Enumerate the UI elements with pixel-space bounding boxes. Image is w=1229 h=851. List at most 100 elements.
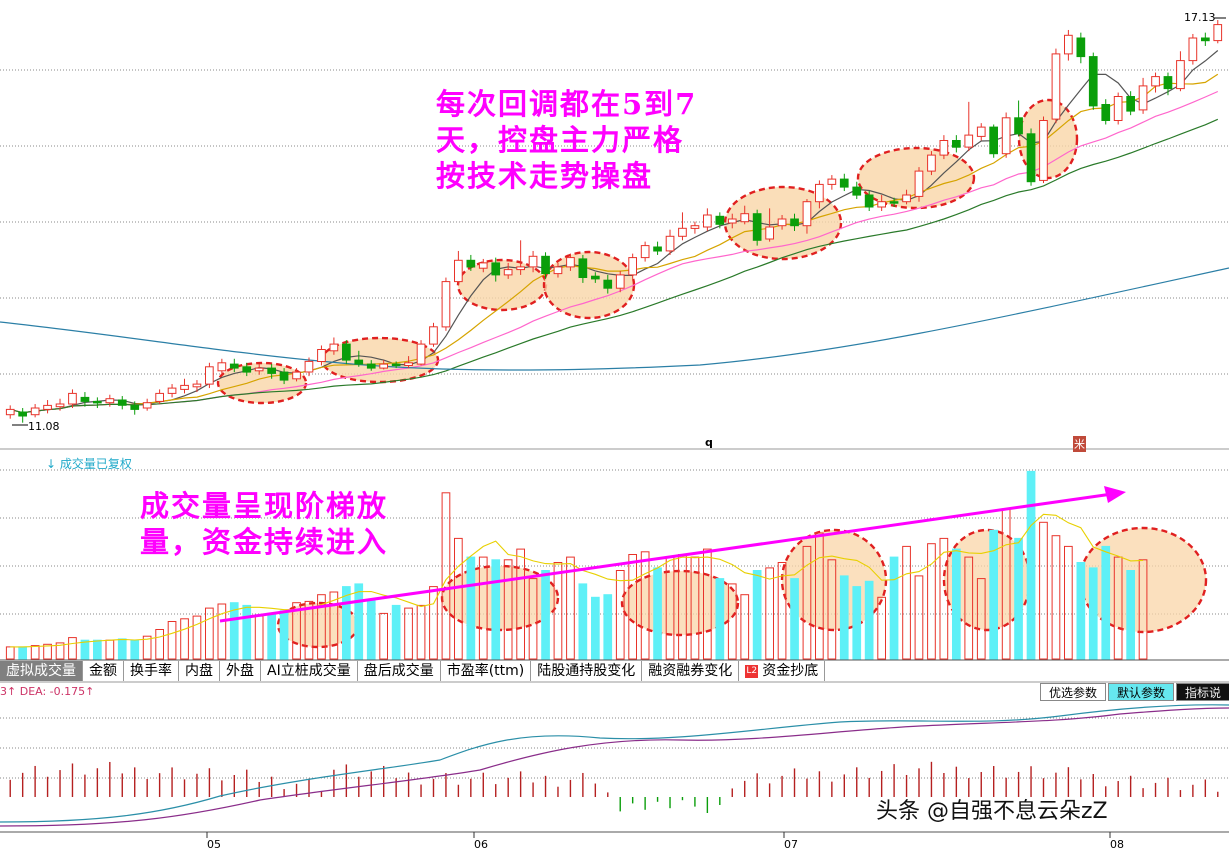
- candlestick: [503, 262, 513, 279]
- candlestick: [566, 253, 575, 271]
- volume-bar: [1051, 535, 1061, 660]
- indicator-help-button[interactable]: 指标说: [1176, 683, 1229, 701]
- tab-connect-holdings[interactable]: 陆股通持股变化: [531, 661, 643, 681]
- month-label: 05: [207, 838, 221, 851]
- tab-after-hours[interactable]: 盘后成交量: [357, 661, 441, 681]
- candle-body: [242, 366, 252, 373]
- candlestick: [491, 257, 501, 282]
- volume-bar: [1138, 559, 1148, 660]
- volume-ma-line: [10, 513, 1144, 648]
- volume-bar: [242, 604, 252, 660]
- volume-bar: [765, 567, 774, 660]
- candlestick: [55, 398, 65, 411]
- volume-bar: [491, 559, 501, 660]
- candlestick: [715, 212, 725, 229]
- volume-bar: [927, 543, 936, 660]
- candle-body: [678, 227, 687, 237]
- candlestick: [379, 360, 388, 370]
- candle-body: [1138, 85, 1148, 111]
- volume-bar: [790, 578, 799, 660]
- volume-bar: [989, 529, 998, 660]
- candle-body: [478, 262, 488, 269]
- candlestick: [1188, 33, 1198, 65]
- candle-body: [653, 246, 662, 252]
- candlestick: [267, 364, 276, 379]
- candle-body: [952, 140, 961, 148]
- candlestick: [591, 272, 600, 283]
- tab-inner[interactable]: 内盘: [179, 661, 220, 681]
- tab-pe-ratio[interactable]: 市盈率(ttm): [440, 661, 532, 681]
- candle-body: [1001, 117, 1011, 155]
- month-label: 08: [1110, 838, 1124, 851]
- candlestick: [117, 396, 127, 410]
- tab-margin[interactable]: 融资融券变化: [642, 661, 740, 681]
- default-params-button[interactable]: 默认参数: [1108, 683, 1175, 701]
- candlestick: [889, 197, 899, 208]
- volume-bar: [18, 646, 27, 660]
- l2-badge: L2: [745, 664, 759, 678]
- tab-amount[interactable]: 金额: [83, 661, 124, 681]
- price-note-line: 天，控盘主力严格: [436, 123, 685, 157]
- volume-bar: [591, 596, 600, 660]
- volume-bar: [279, 610, 289, 660]
- candlestick: [1163, 72, 1173, 96]
- candle-body: [703, 214, 712, 228]
- candlestick: [964, 101, 974, 152]
- candle-body: [254, 367, 264, 372]
- tab-outer[interactable]: 外盘: [220, 661, 261, 681]
- tab-bottom-fishing[interactable]: L2 资金抄底: [739, 661, 826, 681]
- tab-turnover[interactable]: 换手率: [124, 661, 179, 681]
- candle-body: [68, 392, 77, 405]
- volume-bar: [827, 559, 837, 660]
- candle-body: [304, 360, 314, 373]
- candle-body: [317, 349, 326, 362]
- candlestick: [653, 241, 662, 255]
- volume-bar: [877, 596, 886, 660]
- candle-body: [1051, 53, 1061, 120]
- candle-body: [777, 218, 787, 227]
- volume-bar: [478, 556, 488, 660]
- macd-label: 3↑ DEA: -0.175↑: [0, 685, 94, 698]
- candle-body: [142, 402, 152, 409]
- volume-bar: [628, 554, 637, 660]
- tab-ai-volume[interactable]: AI立桩成交量: [261, 661, 358, 681]
- candlestick: [1001, 112, 1011, 158]
- volume-bar: [703, 548, 712, 660]
- candlestick: [1113, 92, 1123, 125]
- candle-body: [553, 266, 563, 275]
- grid-lines: [0, 69, 1229, 833]
- candlestick: [864, 191, 874, 212]
- candle-body: [279, 371, 289, 381]
- candlestick: [678, 212, 687, 241]
- candle-body: [802, 201, 812, 227]
- candle-body: [1188, 37, 1198, 62]
- candle-body: [765, 226, 774, 240]
- volume-overlays: [10, 486, 1144, 648]
- candlestick: [1213, 19, 1223, 44]
- marker-box: 米: [1073, 436, 1086, 452]
- arrow-down-icon: ↓: [46, 457, 60, 471]
- candle-body: [578, 258, 588, 278]
- volume-bar: [304, 600, 314, 660]
- macd-indicator: [0, 704, 1229, 827]
- volume-bar: [777, 562, 787, 660]
- candlestick: [18, 408, 27, 423]
- candle-body: [1039, 120, 1048, 181]
- tab-virtual-volume[interactable]: 虚拟成交量: [0, 661, 83, 681]
- candle-body: [852, 186, 862, 196]
- candlestick: [615, 270, 625, 293]
- candle-body: [105, 398, 115, 404]
- volume-bar: [640, 551, 650, 660]
- candlestick: [1088, 52, 1098, 110]
- candlestick: [703, 208, 712, 231]
- candlestick: [142, 398, 152, 411]
- candlestick: [578, 254, 588, 283]
- price-low-label: 11.08: [28, 420, 60, 433]
- candlestick: [254, 364, 264, 375]
- volume-bar: [142, 635, 152, 660]
- volume-bar: [30, 645, 40, 660]
- candlestick: [155, 389, 165, 405]
- volume-bar: [5, 646, 15, 660]
- volume-bar: [615, 570, 625, 660]
- preferred-params-button[interactable]: 优选参数: [1040, 683, 1107, 701]
